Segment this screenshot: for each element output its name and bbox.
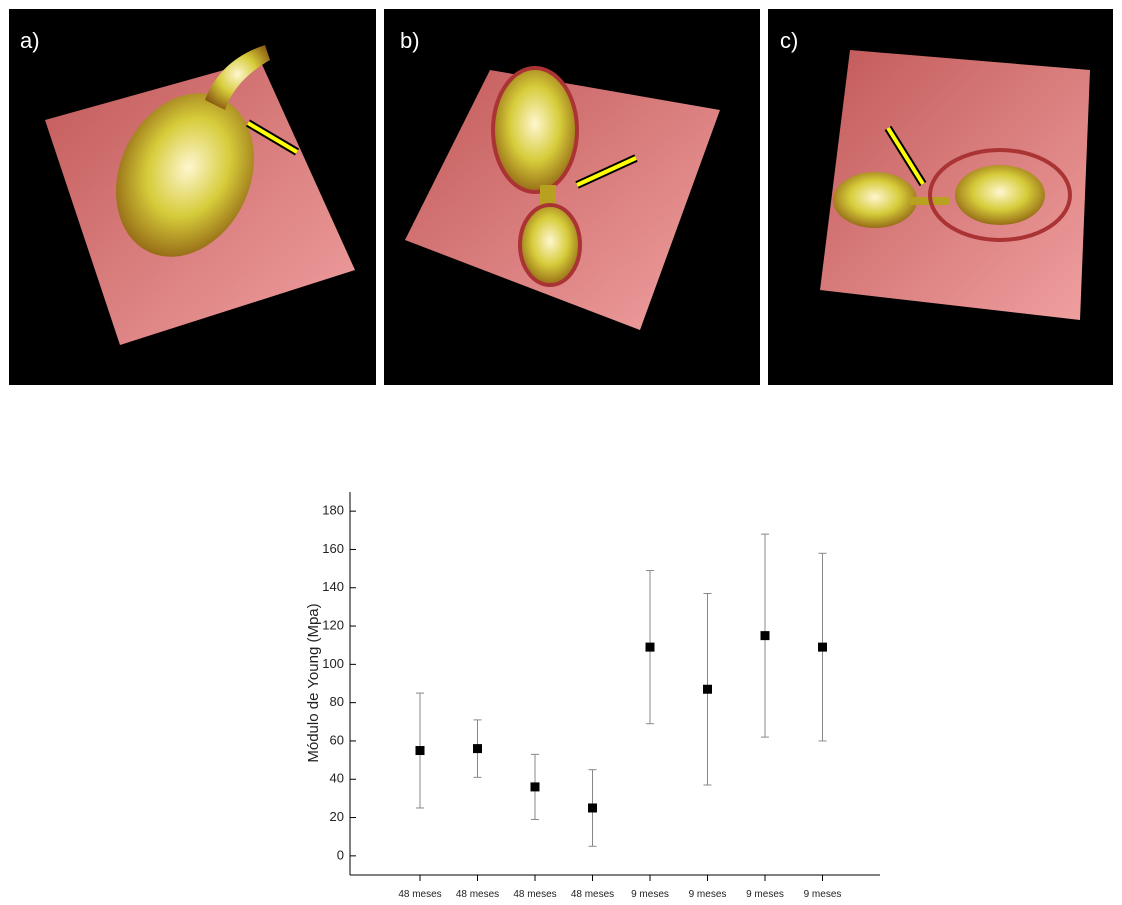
- afm-panel: a): [9, 9, 376, 385]
- y-tick-label: 120: [322, 617, 344, 632]
- panel-label: b): [400, 28, 420, 53]
- y-axis-label: Módulo de Young (Mpa): [305, 603, 322, 762]
- point: [646, 643, 655, 652]
- panel-label: c): [780, 28, 798, 53]
- y-tick-label: 40: [330, 771, 344, 786]
- y-tick-label: 80: [330, 694, 344, 709]
- y-tick-label: 100: [322, 656, 344, 671]
- x-tick-label: 9 meses: [631, 889, 669, 900]
- x-tick-label: 48 meses: [456, 889, 499, 900]
- figure: a) b) c) Módulo de Young (Mpa) 0 20 40 60 80…: [0, 0, 1122, 900]
- x-tick-label: 9 meses: [804, 889, 842, 900]
- x-tick-label: 48 meses: [398, 889, 441, 900]
- point: [473, 744, 482, 753]
- y-tick-label: 160: [322, 541, 344, 556]
- x-tick-label: 48 meses: [513, 889, 556, 900]
- point: [703, 685, 712, 694]
- point: [588, 803, 597, 812]
- point: [761, 631, 770, 640]
- chart: Módulo de Young (Mpa) 0 20 40 60 80 100 120 140…: [305, 492, 880, 900]
- x-tick-label: 48 meses: [571, 889, 614, 900]
- y-tick-label: 140: [322, 579, 344, 594]
- afm-panel: c): [768, 9, 1113, 385]
- y-tick-label: 180: [322, 503, 344, 518]
- point: [818, 643, 827, 652]
- y-tick-label: 0: [337, 847, 344, 862]
- x-tick-label: 9 meses: [689, 889, 727, 900]
- y-tick-label: 20: [330, 809, 344, 824]
- afm-panel: b): [384, 9, 760, 385]
- point: [531, 782, 540, 791]
- x-tick-label: 9 meses: [746, 889, 784, 900]
- panel-label: a): [20, 28, 40, 53]
- point: [416, 746, 425, 755]
- y-tick-label: 60: [330, 732, 344, 747]
